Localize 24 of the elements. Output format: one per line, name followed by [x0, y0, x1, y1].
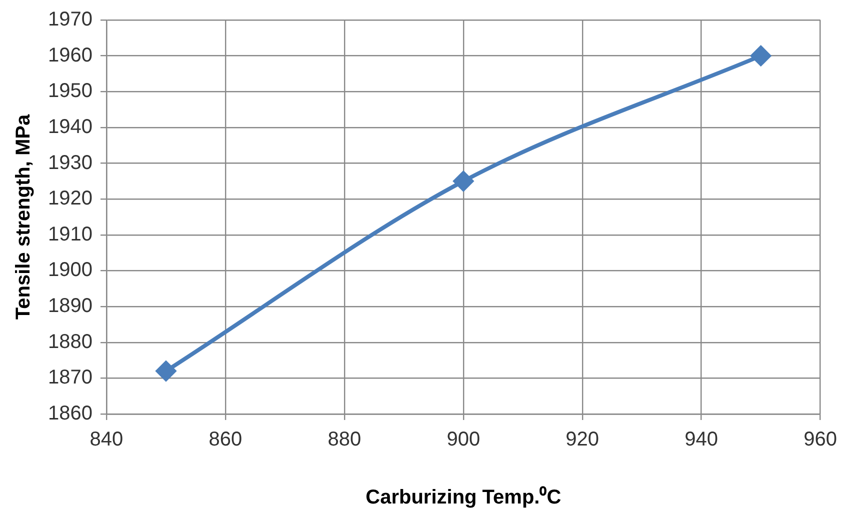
point	[750, 46, 771, 66]
point	[156, 361, 176, 382]
point	[453, 171, 474, 192]
y-tick-label: 1920	[48, 188, 92, 210]
x-tick-label: 840	[90, 428, 124, 451]
y-tick-label: 1960	[48, 44, 92, 66]
y-tick-label: 1940	[48, 116, 92, 138]
y-tick-label: 1900	[48, 259, 92, 282]
x-tick-label: 880	[328, 428, 362, 451]
x-tick-label: 940	[684, 428, 718, 451]
y-tick-label: 1890	[48, 295, 92, 318]
y-tick-label: 1910	[48, 223, 92, 246]
x-tick-label: 960	[804, 428, 838, 451]
y-tick-label: 1930	[48, 152, 92, 174]
y-tick-label: 1970	[48, 8, 92, 31]
y-axis-title: Tensile strength, MPa	[12, 114, 35, 320]
y-tick-label: 1870	[48, 366, 92, 389]
y-tick-label: 1860	[48, 402, 92, 425]
x-tick-label: 920	[566, 428, 600, 451]
x-tick-label: 860	[208, 428, 242, 451]
x-tick-label: 900	[446, 428, 480, 451]
y-tick-label: 1880	[48, 330, 92, 353]
x-axis-title: Carburizing Temp.⁰C	[366, 486, 562, 509]
y-tick-label: 1950	[48, 80, 92, 102]
